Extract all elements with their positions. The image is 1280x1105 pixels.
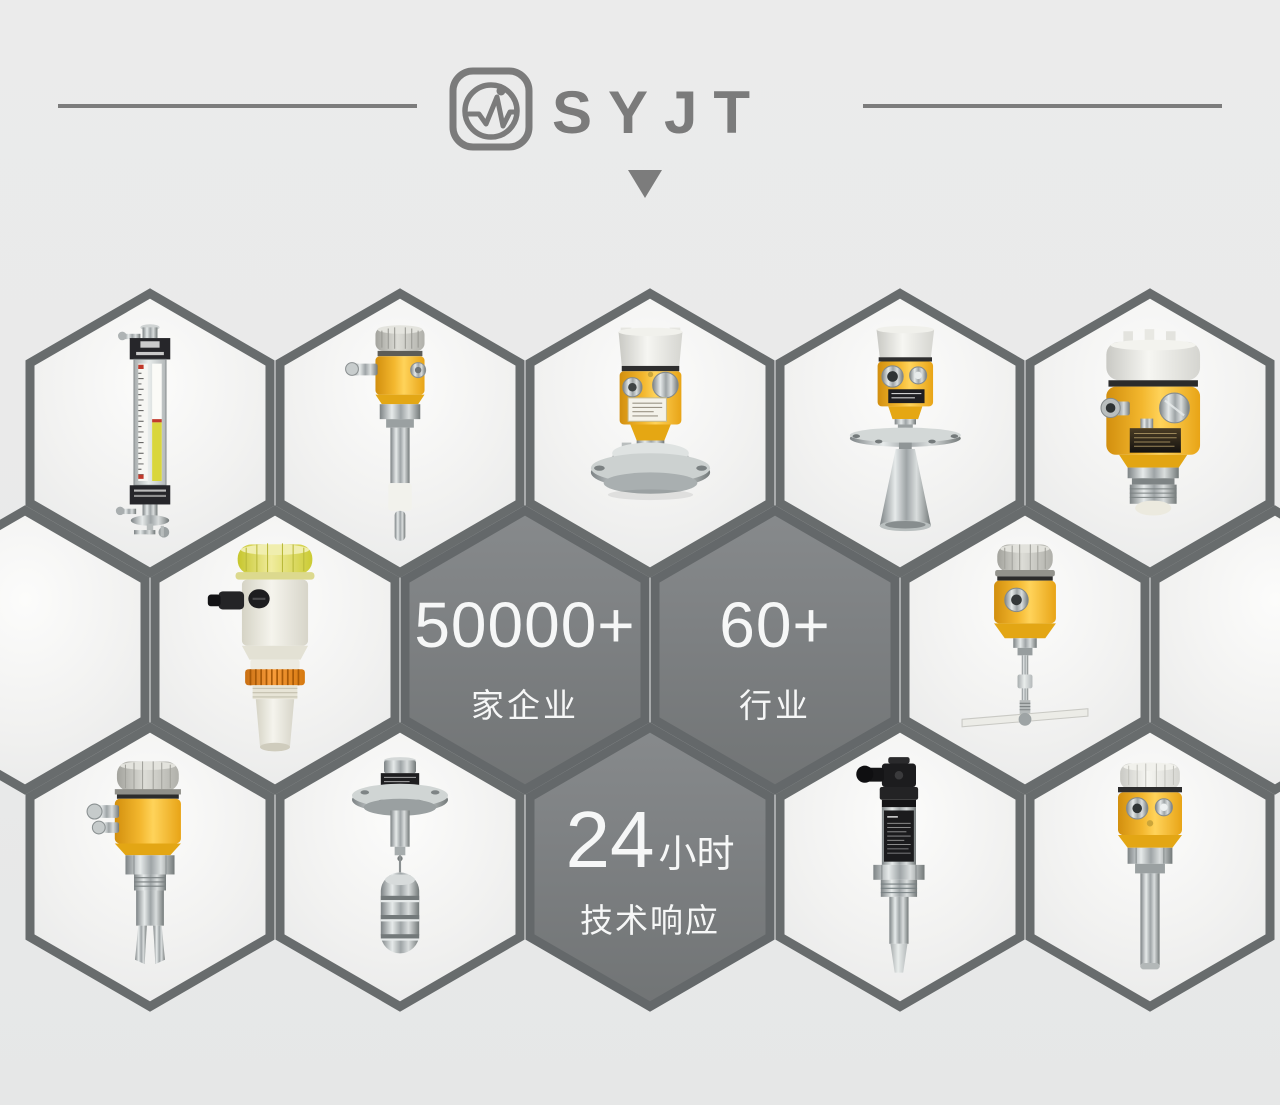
flanged-radar-level-meter-icon — [590, 327, 710, 501]
hexagon-frame — [1150, 505, 1280, 795]
vibrating-rod-level-switch-icon — [856, 757, 925, 973]
hex-cell-rf-admittance-switch — [275, 288, 525, 578]
hex-cell-magnetic-level-gauge — [25, 288, 275, 578]
hexagon-frame — [650, 505, 900, 795]
brand-wordmark: SYJT — [552, 79, 767, 146]
down-triangle-icon — [628, 170, 662, 198]
rod-probe-level-switch-icon — [1118, 762, 1182, 970]
stat-enterprises-label: 家企业 — [471, 687, 579, 724]
stat-enterprises-value: 50000+ — [414, 589, 636, 661]
hex-cell-paddle-switch — [900, 505, 1150, 795]
hex-cell-horn-radar — [775, 288, 1025, 578]
stat-industries-value: 60+ — [719, 589, 831, 661]
stat-support-label: 技术响应 — [580, 902, 720, 939]
hex-cell-empty-left — [0, 505, 150, 795]
stat-industries-label: 行业 — [739, 687, 811, 724]
ultrasonic-level-meter-icon — [207, 543, 315, 752]
hexagon-frame — [0, 505, 150, 795]
hex-cell-flanged-radar — [525, 288, 775, 578]
tuning-fork-level-switch-icon — [86, 761, 181, 965]
hex-cell-stat-industries: 60+ 行业 — [650, 505, 900, 795]
rf-admittance-level-switch-icon — [345, 325, 427, 541]
hex-cell-vibrating-rod — [775, 722, 1025, 1012]
hexagon-frame — [400, 505, 650, 795]
hex-cell-stat-enterprises: 50000+ 家企业 — [400, 505, 650, 795]
header-divider-right — [863, 104, 1222, 108]
float-level-switch-icon — [352, 757, 448, 954]
hex-cell-ultrasonic — [150, 505, 400, 795]
hex-cell-compact-radar — [1025, 288, 1275, 578]
magnetic-level-gauge-icon — [115, 324, 171, 538]
compact-radar-level-meter-icon — [1100, 328, 1201, 516]
hexagon-frame — [525, 722, 775, 1012]
hex-cell-rod-probe — [1025, 722, 1275, 1012]
rotary-paddle-level-switch-icon — [961, 544, 1089, 728]
hex-cell-float-switch — [275, 722, 525, 1012]
hex-cell-stat-support: 24 小时 技术响应 — [525, 722, 775, 1012]
hex-cell-tuning-fork — [25, 722, 275, 1012]
horn-radar-level-meter-icon — [849, 325, 961, 532]
stat-support-value: 24 — [565, 795, 655, 884]
hex-cell-empty-right — [1150, 505, 1280, 795]
syjt-pulse-logo-icon — [449, 67, 533, 151]
stat-support-suffix: 小时 — [658, 834, 735, 876]
header-divider-left — [58, 104, 417, 108]
